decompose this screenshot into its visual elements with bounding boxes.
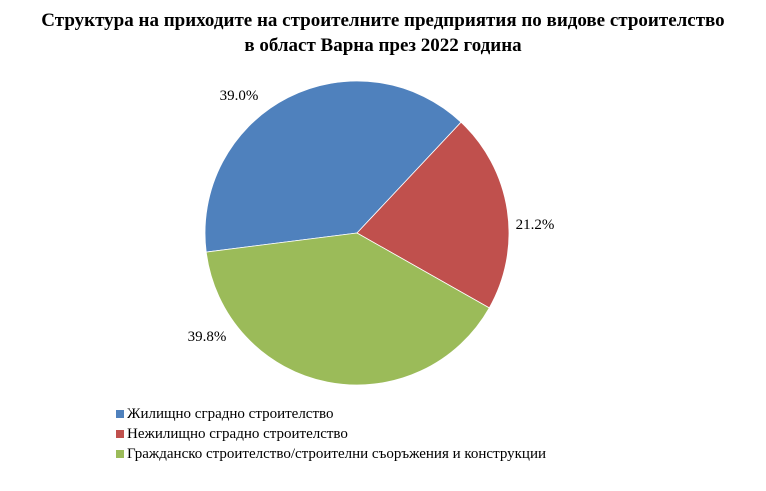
chart-title-line-2: в област Варна през 2022 година (244, 35, 522, 56)
pie-slice-civil (205, 232, 490, 386)
pie-slice-residential (204, 80, 462, 253)
legend-label-residential: Жилищно сградно строителство (127, 406, 334, 422)
legend-swatch-residential (116, 410, 124, 418)
chart-title-line-1: Структура на приходите на строителните п… (41, 10, 725, 31)
pie-chart: 39.0% 21.2% 39.8% (188, 80, 555, 386)
legend-swatch-non-residential (116, 430, 124, 438)
legend-label-non-residential: Нежилищно сградно строителство (127, 426, 348, 442)
legend-item-residential: Жилищно сградно строителство (116, 404, 546, 424)
data-label-civil: 39.8% (188, 329, 227, 345)
data-label-residential: 39.0% (220, 88, 259, 104)
legend-swatch-civil (116, 450, 124, 458)
chart-title: Структура на приходите на строителните п… (0, 8, 766, 58)
chart-legend: Жилищно сградно строителство Нежилищно с… (116, 404, 546, 464)
legend-item-civil: Гражданско строителство/строителни съоръ… (116, 444, 546, 464)
pie-slice-non-residential (356, 121, 510, 309)
data-label-non-residential: 21.2% (516, 217, 555, 233)
legend-item-non-residential: Нежилищно сградно строителство (116, 424, 546, 444)
legend-label-civil: Гражданско строителство/строителни съоръ… (127, 446, 547, 462)
